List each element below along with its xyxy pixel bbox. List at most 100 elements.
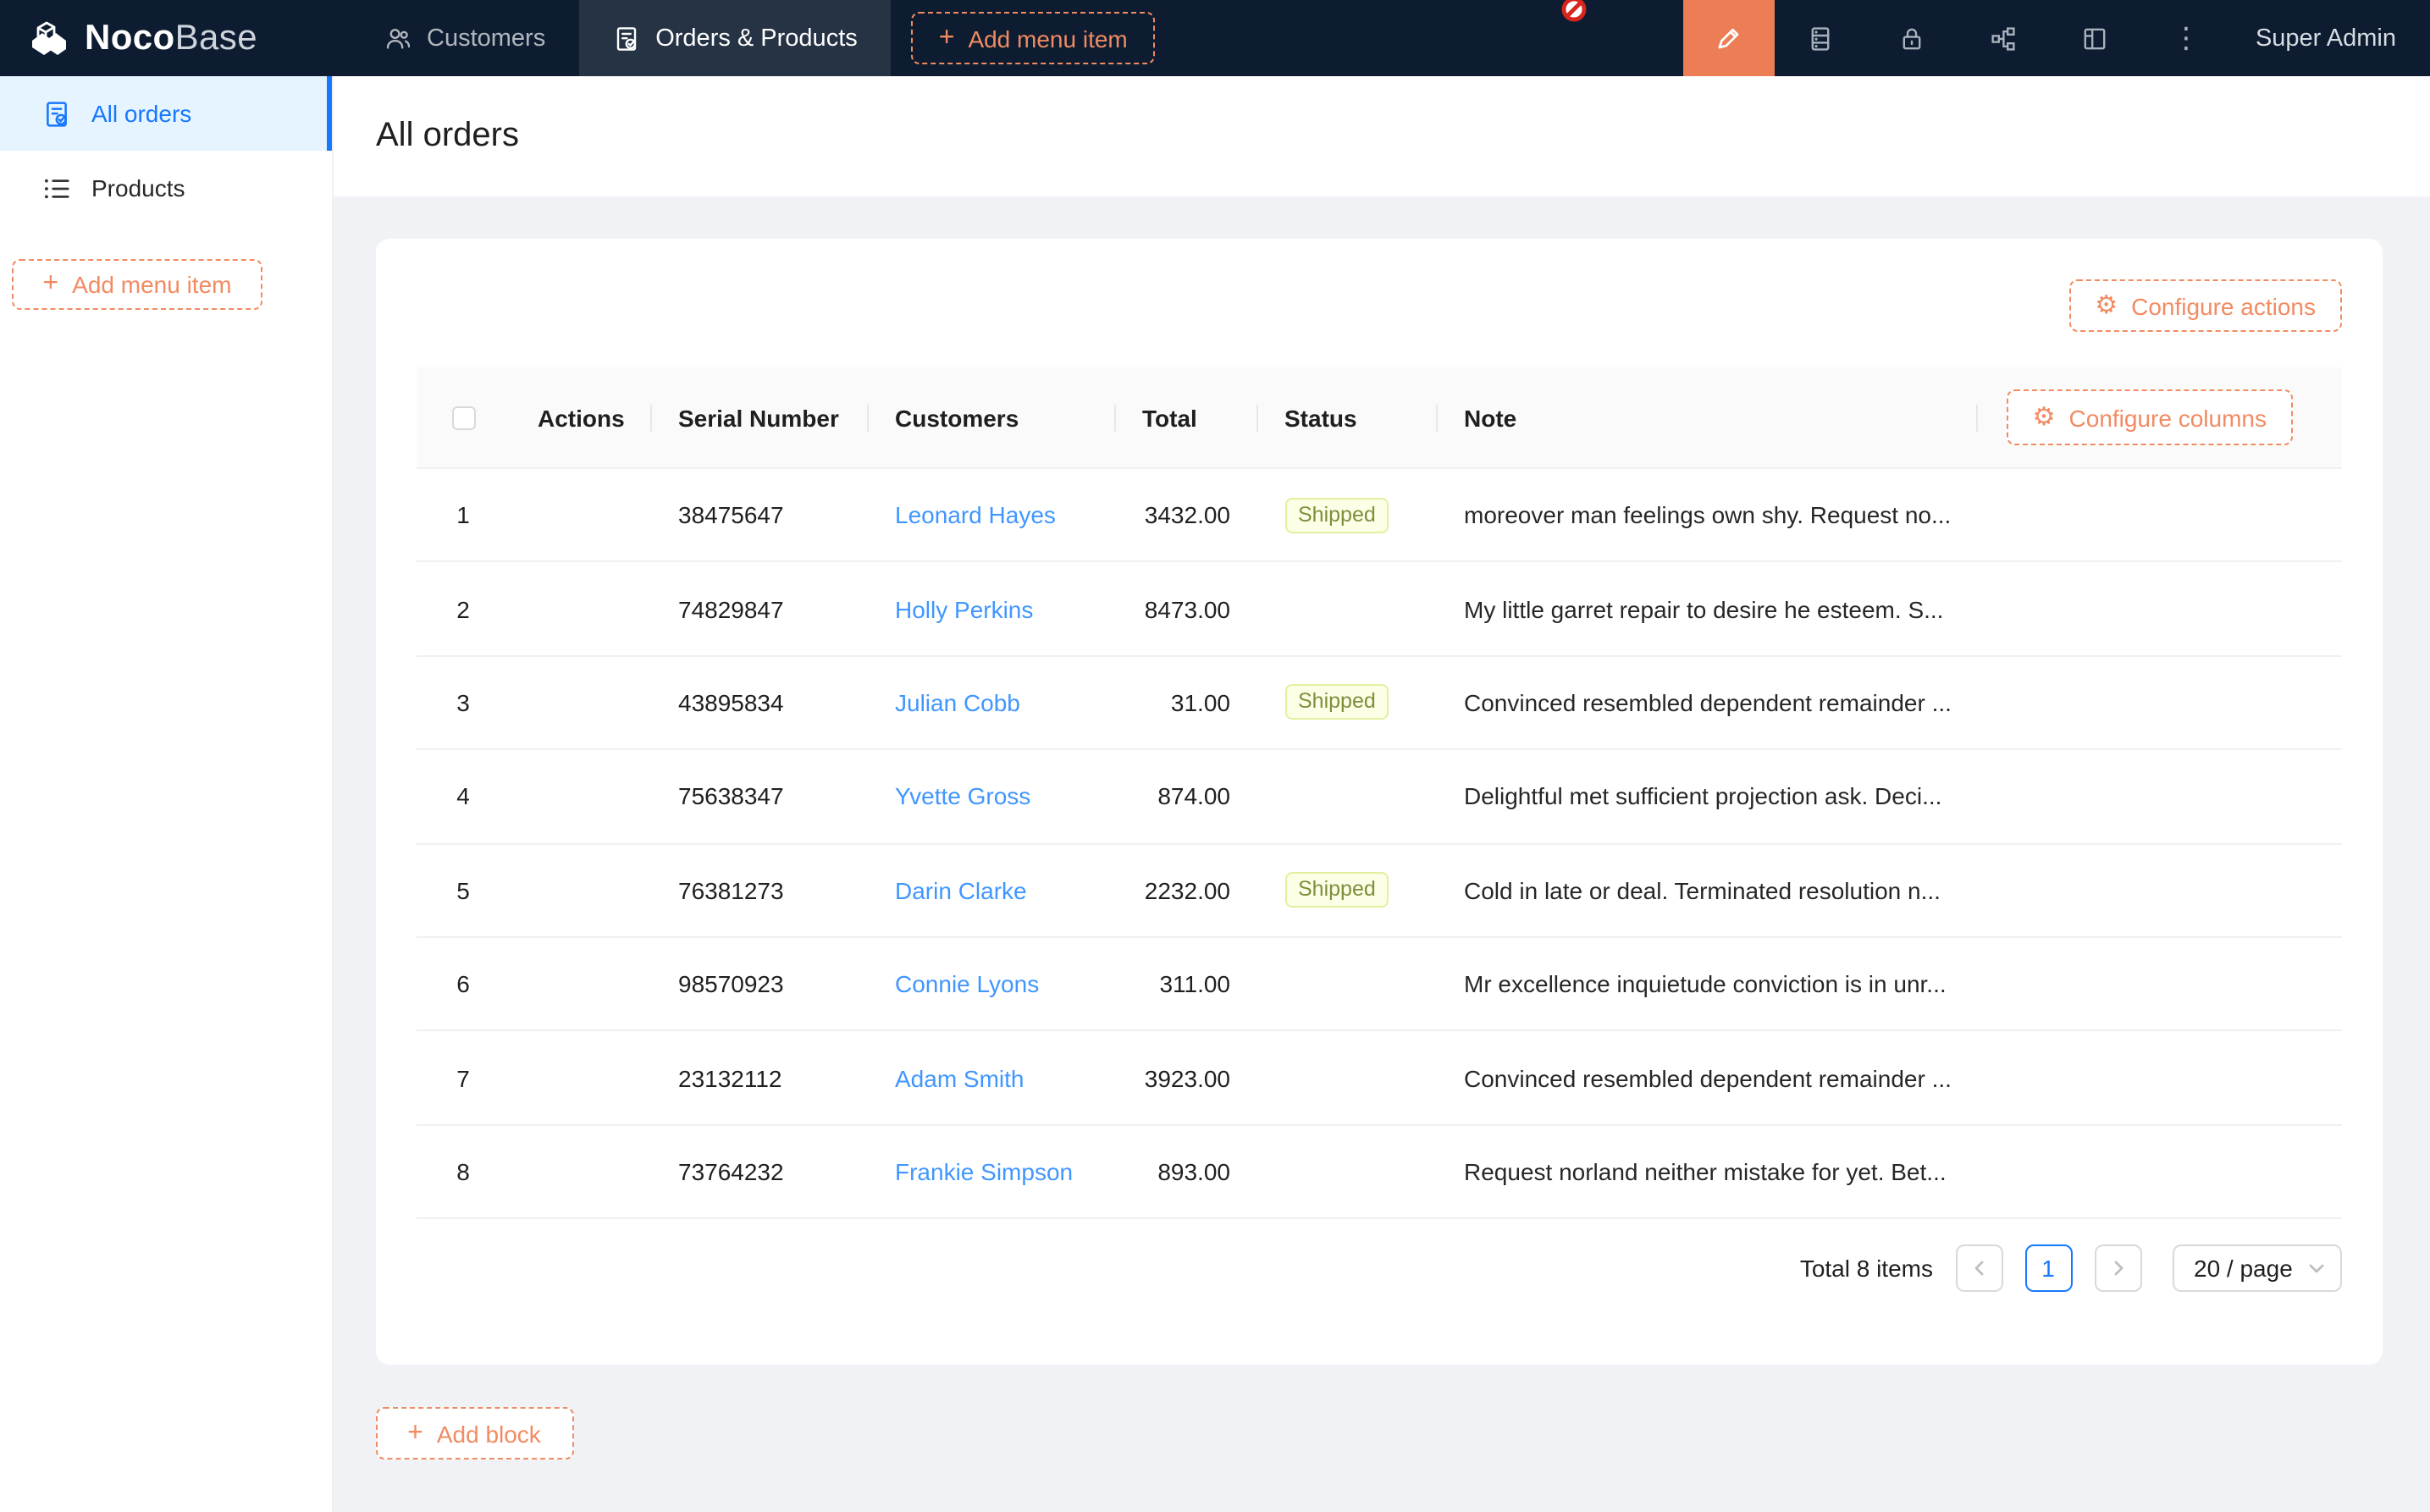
menu-item-orders-products[interactable]: Orders & Products	[579, 0, 892, 76]
layout-icon	[2081, 25, 2108, 52]
row-index: 5	[456, 876, 470, 904]
note-cell: moreover man feelings own shy. Request n…	[1464, 501, 1952, 529]
note-cell: Cold in late or deal. Terminated resolut…	[1464, 876, 1941, 904]
serial-cell: 74829847	[678, 595, 784, 623]
total-cell: 3923.00	[1144, 1064, 1230, 1092]
serial-cell: 23132112	[678, 1064, 782, 1092]
sidebar-item-label: Products	[91, 174, 185, 201]
serial-cell: 43895834	[678, 688, 784, 716]
workflow-icon	[1990, 25, 2017, 52]
nav-add-menu-item-label: Add menu item	[968, 25, 1128, 52]
collections-button[interactable]	[1775, 0, 1866, 76]
configure-columns-label: Configure columns	[2068, 404, 2267, 431]
sidebar-add-menu-item-label: Add menu item	[72, 271, 232, 298]
customer-cell: Frankie Simpson	[868, 1158, 1115, 1185]
col-header-actions[interactable]: Actions	[511, 404, 651, 431]
row-index: 6	[456, 970, 470, 998]
plus-icon: +	[938, 23, 955, 52]
select-all-checkbox[interactable]	[451, 406, 475, 429]
row-index: 4	[456, 782, 470, 810]
customer-cell: Holly Perkins	[868, 595, 1115, 622]
pagination-page-1[interactable]: 1	[2024, 1244, 2072, 1293]
col-header-status[interactable]: Status	[1257, 404, 1437, 431]
table-header-row: Actions Serial Number Customers Total St…	[416, 367, 2341, 469]
row-index: 2	[456, 595, 470, 623]
customer-cell: Julian Cobb	[868, 689, 1115, 716]
pagination-total: Total 8 items	[1799, 1255, 1933, 1283]
menu-item-customers[interactable]: Customers	[351, 0, 579, 76]
more-menu-button[interactable]: ⋮	[2140, 0, 2232, 76]
status-cell: Shipped	[1257, 872, 1437, 908]
nocobase-logo[interactable]: NocoBase	[0, 0, 313, 76]
sidebar-item-all-orders[interactable]: All orders	[0, 76, 332, 151]
status-cell: Shipped	[1257, 684, 1437, 720]
serial-cell: 76381273	[678, 876, 784, 904]
pagination-prev-button[interactable]	[1955, 1244, 2002, 1293]
table-row: 2 74829847 Holly Perkins 8473.00 My litt…	[416, 563, 2341, 657]
col-header-note[interactable]: Note	[1437, 404, 1977, 431]
order-form-check-icon	[42, 99, 71, 128]
orders-table: Actions Serial Number Customers Total St…	[416, 367, 2341, 1220]
page-size-select[interactable]: 20 / page	[2172, 1244, 2341, 1293]
customer-cell: Yvette Gross	[868, 783, 1115, 810]
ui-editor-button[interactable]	[1682, 0, 1775, 76]
col-header-total[interactable]: Total	[1115, 404, 1257, 431]
customer-cell: Leonard Hayes	[868, 501, 1115, 528]
customer-cell: Adam Smith	[868, 1064, 1115, 1091]
customer-link[interactable]: Julian Cobb	[895, 688, 1020, 716]
status-tag: Shipped	[1284, 684, 1389, 720]
page-size-value: 20 / page	[2194, 1255, 2293, 1283]
plus-icon: +	[42, 269, 59, 298]
nav-add-menu-item-button[interactable]: + Add menu item	[911, 12, 1155, 64]
chevron-down-icon	[2307, 1260, 2324, 1277]
configure-actions-button[interactable]: ⚙ Configure actions	[2069, 279, 2341, 332]
status-cell: Shipped	[1257, 497, 1437, 533]
content-area: ⚙ Configure actions Actions Serial Numbe…	[334, 196, 2430, 1512]
add-block-label: Add block	[436, 1420, 541, 1447]
serial-cell: 38475647	[678, 501, 784, 529]
vertical-ellipsis-icon: ⋮	[2171, 21, 2201, 55]
row-index: 8	[456, 1157, 470, 1185]
access-control-button[interactable]	[1866, 0, 1958, 76]
customer-link[interactable]: Holly Perkins	[895, 595, 1034, 623]
sidebar-add-menu-item-button[interactable]: + Add menu item	[12, 259, 262, 310]
not-allowed-cursor-icon	[1561, 0, 1587, 22]
table-row: 4 75638347 Yvette Gross 874.00 Delightfu…	[416, 750, 2341, 845]
gear-icon: ⚙	[2032, 401, 2056, 432]
customer-link[interactable]: Leonard Hayes	[895, 501, 1056, 529]
database-icon	[1807, 25, 1834, 52]
menu-item-label: Orders & Products	[655, 25, 858, 52]
menu-item-label: Customers	[427, 25, 546, 52]
users-icon	[384, 25, 411, 52]
layout-template-button[interactable]	[2049, 0, 2140, 76]
customer-link[interactable]: Frankie Simpson	[895, 1157, 1074, 1185]
col-header-serial[interactable]: Serial Number	[651, 404, 868, 431]
add-block-button[interactable]: + Add block	[375, 1407, 573, 1460]
col-header-customers[interactable]: Customers	[868, 404, 1115, 431]
total-cell: 311.00	[1159, 970, 1230, 998]
row-index: 3	[456, 688, 470, 716]
logo-text: NocoBase	[85, 18, 257, 57]
user-menu[interactable]: Super Admin	[2232, 0, 2430, 76]
pagination-next-button[interactable]	[2094, 1244, 2141, 1293]
table-row: 7 23132112 Adam Smith 3923.00 Convinced …	[416, 1032, 2341, 1126]
customer-link[interactable]: Connie Lyons	[895, 970, 1040, 998]
customer-link[interactable]: Yvette Gross	[895, 782, 1031, 810]
workflow-button[interactable]	[1958, 0, 2049, 76]
sidebar-item-products[interactable]: Products	[0, 151, 332, 225]
customer-cell: Connie Lyons	[868, 970, 1115, 997]
serial-cell: 73764232	[678, 1157, 784, 1185]
list-icon	[42, 174, 71, 202]
customer-link[interactable]: Adam Smith	[895, 1064, 1024, 1092]
table-row: 8 73764232 Frankie Simpson 893.00 Reques…	[416, 1125, 2341, 1220]
total-cell: 8473.00	[1144, 595, 1230, 623]
total-cell: 874.00	[1157, 782, 1230, 810]
customer-link[interactable]: Darin Clarke	[895, 876, 1027, 904]
highlighter-pen-icon	[1715, 24, 1743, 52]
gear-icon: ⚙	[2095, 290, 2118, 320]
nocobase-logo-icon	[25, 14, 73, 62]
table-block-card: ⚙ Configure actions Actions Serial Numbe…	[375, 239, 2382, 1365]
table-row: 5 76381273 Darin Clarke 2232.00 Shipped …	[416, 844, 2341, 938]
configure-columns-button[interactable]: ⚙ Configure columns	[2007, 389, 2292, 445]
total-cell: 2232.00	[1144, 876, 1230, 904]
